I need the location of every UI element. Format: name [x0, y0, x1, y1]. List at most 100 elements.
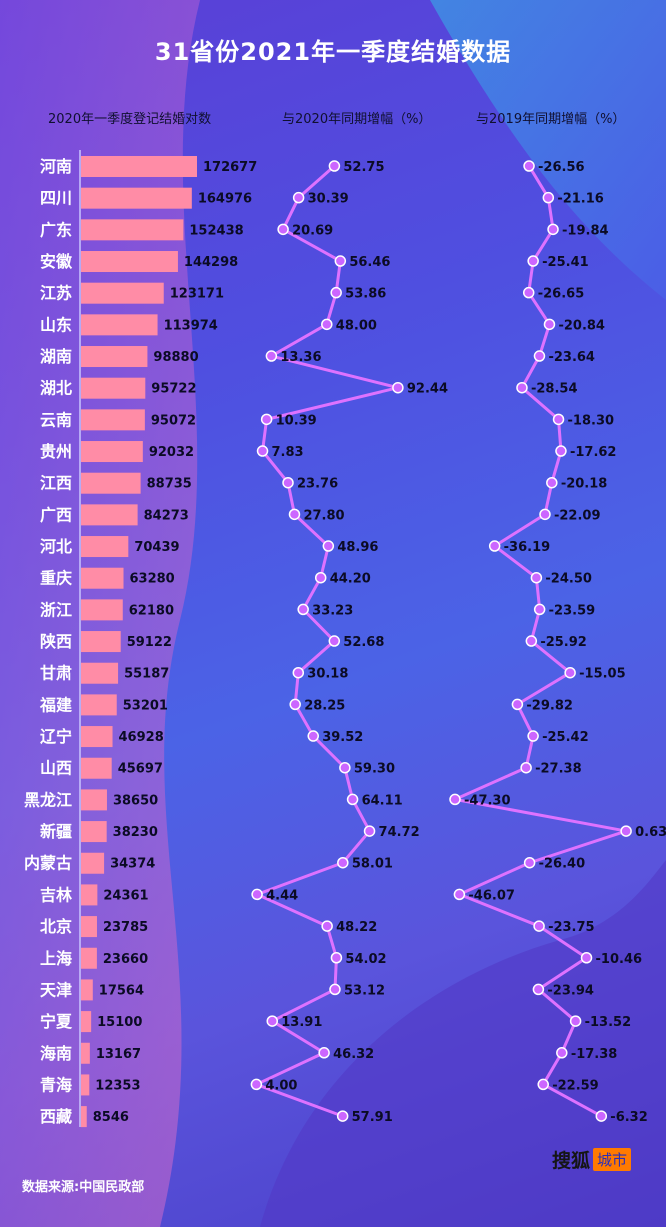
yoy2020-marker: [292, 191, 305, 204]
yoy2020-marker: [314, 571, 327, 584]
bar-value-label: 59122: [127, 635, 172, 650]
yoy2020-marker: [307, 730, 319, 742]
yoy2020-value-label: 39.52: [322, 730, 363, 745]
bar-value-label: 15100: [97, 1015, 142, 1030]
yoy2020-value-label: 59.30: [354, 762, 395, 777]
yoy2019-marker: [543, 318, 556, 331]
bar: [81, 314, 158, 336]
province-label: 内蒙古: [24, 854, 72, 873]
bar: [81, 662, 119, 684]
bar-value-label: 123171: [170, 287, 224, 302]
yoy2020-marker: [330, 952, 343, 964]
yoy2020-marker: [392, 381, 404, 394]
yoy2019-marker: [542, 191, 555, 204]
yoy2019-marker: [527, 730, 539, 742]
bar-value-label: 13167: [96, 1047, 141, 1062]
yoy2020-marker: [288, 508, 301, 521]
yoy2019-value-label: -26.40: [539, 857, 586, 872]
province-label: 江西: [40, 474, 72, 493]
yoy2019-marker: [523, 160, 535, 172]
bar: [81, 947, 97, 969]
yoy2020-value-label: 58.01: [352, 857, 393, 872]
yoy2019-marker: [516, 381, 528, 394]
yoy2020-value-label: 52.68: [343, 635, 384, 650]
yoy2020-value-label: 48.00: [336, 318, 377, 333]
yoy2019-value-label: -24.50: [545, 572, 592, 587]
bar-value-label: 24361: [103, 888, 148, 903]
yoy2020-marker: [260, 413, 273, 426]
bar: [81, 852, 105, 874]
yoy2020-value-label: 64.11: [362, 793, 403, 808]
bar-value-label: 92032: [149, 445, 194, 460]
bar-value-label: 46928: [119, 730, 164, 745]
yoy2020-value-label: 54.02: [345, 952, 386, 967]
yoy2020-value-label: 53.12: [344, 983, 385, 998]
yoy2020-marker: [289, 698, 301, 711]
province-label: 辽宁: [40, 727, 72, 746]
bar-value-label: 55187: [124, 667, 169, 682]
yoy2019-value-label: -18.30: [568, 413, 615, 428]
province-label: 广东: [40, 220, 72, 239]
bar: [81, 916, 97, 938]
yoy2020-marker: [250, 1078, 263, 1091]
yoy2019-value-label: -25.42: [542, 730, 589, 745]
bar: [81, 472, 141, 494]
yoy2020-marker: [328, 160, 341, 172]
yoy2020-marker: [282, 476, 294, 489]
yoy2019-marker: [546, 476, 558, 489]
province-label: 青海: [40, 1075, 72, 1094]
bar-value-label: 38230: [113, 825, 158, 840]
yoy2019-value-label: -47.30: [464, 793, 511, 808]
yoy2020-value-label: 13.36: [280, 350, 321, 365]
yoy2019-marker: [533, 350, 546, 362]
yoy2019-marker: [620, 825, 632, 837]
bar-value-label: 17564: [99, 983, 144, 998]
bar: [81, 599, 123, 621]
yoy2020-marker: [336, 1110, 349, 1122]
bar: [81, 536, 129, 558]
logo-main-text: 搜狐: [552, 1150, 591, 1172]
bar: [81, 219, 184, 241]
bar-value-label: 34374: [110, 857, 155, 872]
bar-value-label: 8546: [93, 1110, 129, 1125]
yoy2019-value-label: -17.38: [571, 1047, 618, 1062]
yoy2019-value-label: -10.46: [596, 952, 643, 967]
yoy2019-marker: [564, 666, 576, 679]
province-label: 甘肃: [40, 664, 72, 683]
logo-tag: 城市: [593, 1148, 632, 1171]
bar: [81, 1074, 90, 1096]
yoy2020-value-label: 28.25: [304, 698, 345, 713]
province-label: 重庆: [40, 569, 72, 588]
yoy2019-marker: [595, 1110, 608, 1122]
data-source: 数据来源:中国民政部: [22, 1180, 145, 1195]
yoy2020-marker: [334, 255, 347, 267]
yoy2019-value-label: -17.62: [570, 445, 617, 460]
bar-value-label: 12353: [95, 1078, 140, 1093]
sohu-logo: 搜狐 城市: [552, 1146, 632, 1173]
yoy2019-value-label: -23.75: [548, 920, 595, 935]
yoy2020-marker: [328, 635, 341, 647]
yoy2020-value-label: 44.20: [330, 572, 371, 587]
bar: [81, 694, 117, 716]
bar: [81, 631, 121, 653]
province-label: 河北: [40, 537, 72, 556]
bar: [81, 1106, 87, 1128]
yoy2020-value-label: 10.39: [276, 413, 317, 428]
yoy2019-value-label: -26.65: [538, 287, 585, 302]
yoy2019-marker: [530, 571, 543, 584]
province-label: 西藏: [40, 1107, 72, 1126]
bar: [81, 567, 124, 589]
bar-value-label: 95722: [151, 382, 196, 397]
yoy2019-marker: [547, 223, 559, 236]
yoy2019-value-label: -25.92: [540, 635, 587, 650]
province-label: 山东: [40, 315, 72, 334]
bar-value-label: 113974: [164, 318, 218, 333]
bar-value-label: 38650: [113, 793, 158, 808]
bar: [81, 1042, 90, 1064]
yoy2020-marker: [251, 888, 263, 901]
yoy2020-marker: [297, 603, 309, 616]
yoy2020-value-label: 48.22: [336, 920, 377, 935]
yoy2020-marker: [329, 983, 341, 996]
yoy2019-value-label: -28.54: [531, 382, 578, 397]
